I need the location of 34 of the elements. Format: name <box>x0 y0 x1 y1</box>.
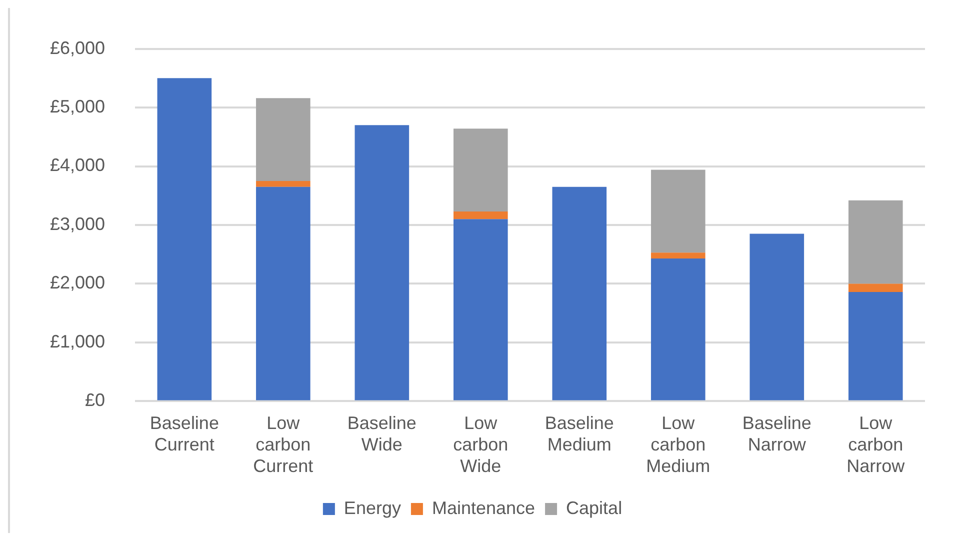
bar <box>256 98 310 181</box>
y-tick-label: £5,000 <box>50 96 106 116</box>
y-tick-label: £0 <box>85 390 106 410</box>
legend-label: Maintenance <box>432 498 536 518</box>
x-tick-label: Baseline Narrow <box>742 412 812 455</box>
bar <box>454 219 508 400</box>
bar <box>650 252 706 258</box>
bar <box>157 78 212 400</box>
bar <box>454 128 508 212</box>
bar <box>552 186 607 400</box>
x-tick-label: Baseline Wide <box>347 412 416 455</box>
x-tick-label: Baseline Medium <box>544 412 614 455</box>
y-tick-label: £3,000 <box>50 214 106 234</box>
bar <box>650 258 706 400</box>
y-tick-label: £2,000 <box>50 272 106 293</box>
legend-label: Capital <box>566 498 622 518</box>
bar <box>354 125 410 400</box>
bar <box>848 292 903 400</box>
x-tick-label: Low carbon Narrow <box>846 412 906 476</box>
y-tick-label: £6,000 <box>50 38 106 58</box>
y-tick-label: £4,000 <box>50 155 106 176</box>
x-tick-label: Baseline Current <box>150 412 219 455</box>
bar <box>848 200 903 284</box>
bar <box>256 180 310 187</box>
legend-label: Energy <box>344 498 401 518</box>
bar <box>848 284 903 292</box>
bar <box>256 186 310 400</box>
x-tick-label: Low carbon Medium <box>646 412 710 476</box>
bar <box>454 211 508 220</box>
x-tick-label: Low carbon Wide <box>453 412 508 476</box>
bar <box>750 234 804 400</box>
y-tick-label: £1,000 <box>50 331 106 352</box>
x-tick-label: Low carbon Current <box>253 412 314 476</box>
bar <box>650 170 706 253</box>
